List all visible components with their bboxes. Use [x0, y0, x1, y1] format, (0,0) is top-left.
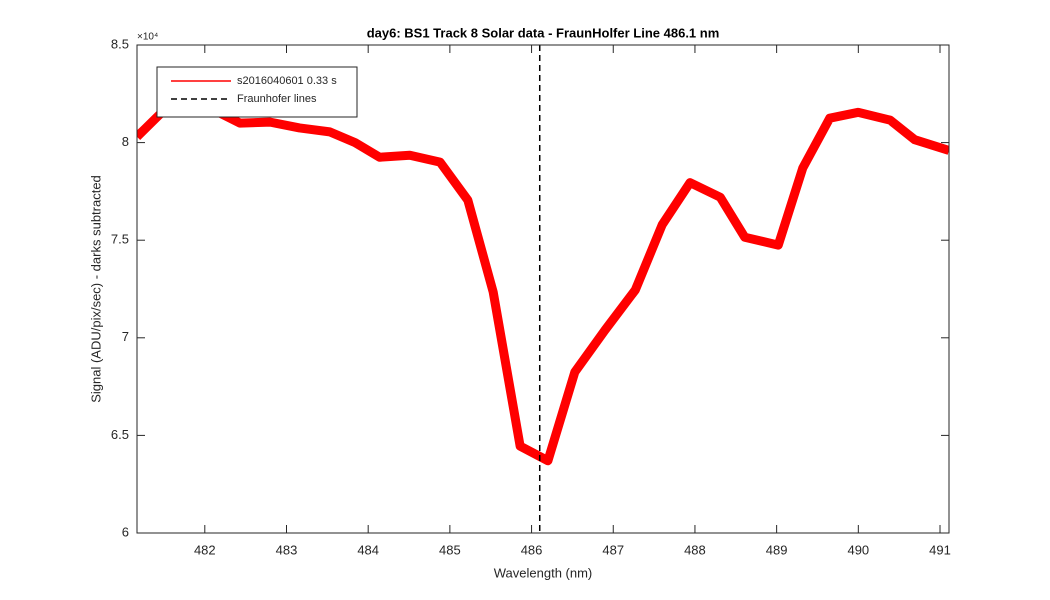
x-tick-label: 485: [439, 542, 461, 557]
chart-title: day6: BS1 Track 8 Solar data - FraunHolf…: [367, 25, 720, 40]
x-tick-label: 483: [276, 542, 298, 557]
y-tick-label: 7: [122, 329, 129, 344]
legend-label: s2016040601 0.33 s: [237, 75, 337, 87]
y-tick-label: 6.5: [111, 427, 129, 442]
x-tick-label: 491: [929, 542, 951, 557]
y-axis-label: Signal (ADU/pix/sec) - darks subtracted: [88, 175, 103, 403]
data-line: [137, 95, 949, 466]
legend-box: [156, 66, 358, 118]
legend-label: Fraunhofer lines: [237, 93, 317, 105]
x-tick-label: 487: [602, 542, 624, 557]
x-tick-label: 482: [194, 542, 216, 557]
x-tick-label: 484: [357, 542, 379, 557]
axes-box: [136, 44, 950, 534]
x-tick-label: 489: [766, 542, 788, 557]
y-exponent: ×10⁴: [137, 32, 158, 43]
y-tick-label: 7.5: [111, 232, 129, 247]
y-tick-label: 8: [122, 134, 129, 149]
x-axis-label: Wavelength (nm): [494, 565, 593, 580]
x-tick-label: 488: [684, 542, 706, 557]
y-tick-label: 6: [122, 524, 129, 539]
x-tick-label: 490: [847, 542, 869, 557]
x-tick-label: 486: [521, 542, 543, 557]
y-tick-label: 8.5: [111, 36, 129, 51]
